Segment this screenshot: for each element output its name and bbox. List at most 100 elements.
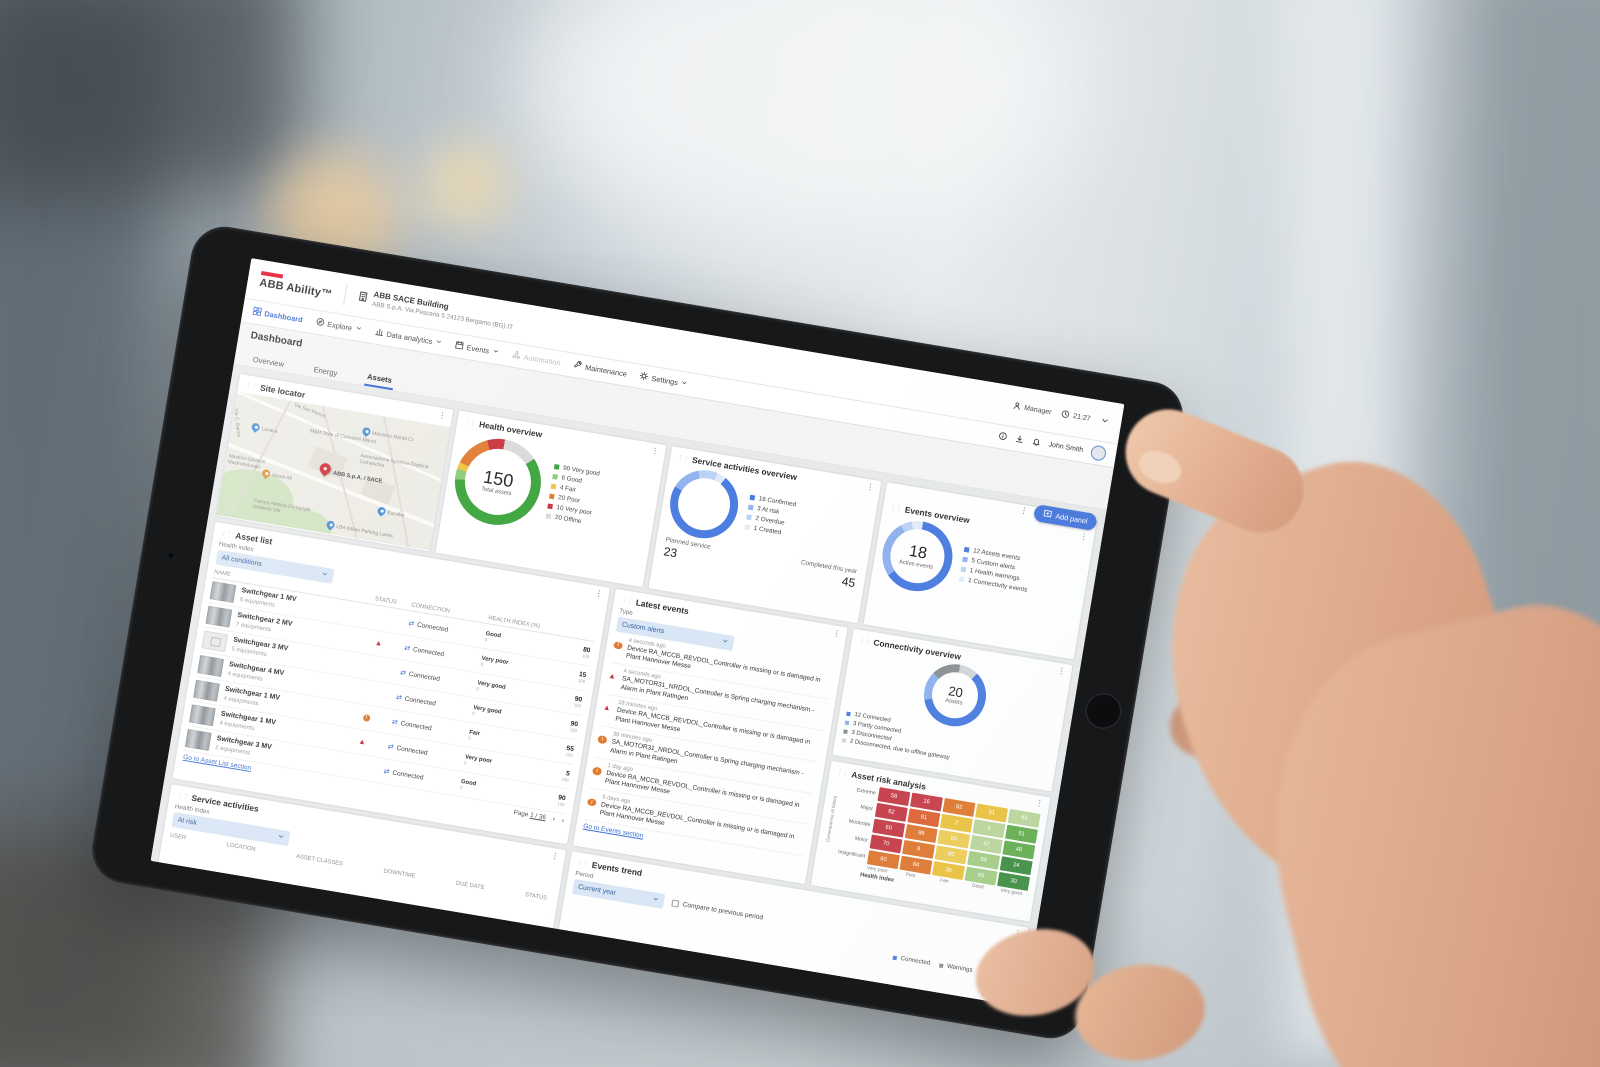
event-severity-icon: [601, 704, 613, 723]
nav-item-automation[interactable]: Automation: [511, 350, 562, 369]
event-severity-icon: [592, 766, 603, 776]
previous-page-arrow[interactable]: ‹: [552, 815, 556, 823]
chevron-down-icon: [491, 347, 499, 357]
hand-forearm: [1228, 577, 1600, 1067]
kebab-menu-icon[interactable]: ⋮: [1056, 665, 1067, 677]
notifications-bell-icon[interactable]: [1031, 437, 1042, 449]
panel-health-overview: ⋮⋮ Health overview ⋮ 150 Total assets: [435, 410, 667, 588]
kebab-menu-icon[interactable]: ⋮: [650, 445, 660, 457]
asset-equipment-count: 2 equipments: [214, 744, 251, 757]
chevron-down-icon[interactable]: [1099, 415, 1110, 427]
legend-swatch: [981, 969, 986, 975]
kebab-menu-icon[interactable]: ⋮: [1079, 531, 1089, 542]
header-right: Manager 21:27: [1011, 400, 1110, 427]
drag-handle-icon[interactable]: ⋮⋮: [858, 636, 871, 646]
drag-handle-icon[interactable]: ⋮⋮: [889, 504, 902, 513]
legend-swatch: [744, 523, 751, 530]
nav-item-explore[interactable]: Explore: [315, 317, 363, 336]
service-legend: 16 Confirmed 3 At risk 2 Overdue 1 Created: [744, 493, 797, 537]
nav-item-dashboard[interactable]: Dashboard: [252, 306, 304, 325]
legend-swatch: [963, 546, 970, 553]
drag-handle-icon[interactable]: ⋮⋮: [836, 768, 849, 778]
drag-handle-icon[interactable]: ⋮⋮: [676, 454, 689, 463]
kebab-menu-icon[interactable]: ⋮: [831, 628, 842, 639]
legend-swatch: [846, 711, 851, 717]
connection-arrows-icon: ⇄: [407, 619, 415, 628]
legend-swatch: [841, 738, 847, 743]
asset-status-icon: [362, 713, 371, 722]
user-name[interactable]: John Smith: [1048, 441, 1084, 455]
hand-fingertip: [1069, 956, 1211, 1067]
kebab-menu-icon[interactable]: ⋮: [865, 481, 875, 493]
latest-events-list: 4 seconds ago Device RA_MCCB_REVDOL_Cont…: [584, 631, 834, 857]
legend-swatch: [545, 512, 552, 519]
nav-item-settings[interactable]: Settings: [639, 371, 689, 390]
drag-handle-icon[interactable]: ⋮⋮: [620, 596, 633, 606]
download-icon[interactable]: [1014, 434, 1025, 446]
tablet-camera: [166, 550, 175, 559]
add-panel-icon: [1042, 508, 1053, 520]
chevron-down-icon: [721, 637, 729, 647]
avatar[interactable]: [1089, 444, 1108, 462]
hand-palm: [1121, 429, 1569, 941]
connection-status: Connected: [408, 670, 441, 683]
legend-swatch: [749, 494, 756, 500]
hand-finger-behind: [1167, 693, 1303, 767]
kebab-menu-icon[interactable]: ⋮: [1019, 505, 1029, 516]
legend-swatch: [746, 513, 752, 520]
legend-swatch: [843, 729, 848, 734]
kebab-menu-icon[interactable]: ⋮: [1012, 928, 1023, 939]
map-pin[interactable]: [250, 421, 262, 433]
events-icon: [454, 340, 465, 352]
legend-swatch: [960, 566, 967, 572]
connection-arrows-icon: ⇄: [387, 742, 395, 751]
nav-item-maintenance[interactable]: Maintenance: [572, 360, 628, 380]
map-label: Associazione Sportiva Doppica Comaschia: [358, 452, 429, 471]
next-page-arrow[interactable]: ›: [561, 817, 565, 825]
background-window-edge: [1470, 0, 1600, 1060]
automation-icon: [511, 350, 522, 362]
risk-row-label: Insignificant: [837, 849, 866, 860]
events-overview-legend: 12 Assets events 5 Custom alerts 1 Health …: [958, 545, 1033, 593]
right-panel-column: ⋮⋮ Connectivity overview ⋮ 20 Assets: [810, 628, 1073, 922]
legend-swatch: [747, 504, 754, 510]
asset-thumbnail: [184, 729, 212, 751]
kebab-menu-icon[interactable]: ⋮: [594, 588, 604, 599]
connection-arrows-icon: ⇄: [403, 644, 411, 653]
info-icon[interactable]: [997, 431, 1008, 443]
asset-status-icon: [358, 738, 367, 747]
chevron-down-icon: [435, 338, 443, 348]
map-pin[interactable]: [360, 425, 373, 438]
nav-item-events[interactable]: Events: [454, 340, 500, 358]
legend-swatch: [550, 483, 557, 490]
asset-status-icon: [374, 639, 383, 648]
event-severity-icon: [586, 797, 597, 807]
kebab-menu-icon[interactable]: ⋮: [437, 410, 447, 421]
asset-thumbnail: [205, 605, 233, 628]
drag-handle-icon[interactable]: ⋮⋮: [576, 859, 589, 868]
drag-handle-icon[interactable]: ⋮⋮: [463, 418, 476, 428]
legend-swatch: [962, 556, 968, 562]
asset-equipment-count: 5 equipments: [231, 646, 268, 659]
drag-handle-icon[interactable]: ⋮⋮: [244, 381, 257, 391]
kebab-menu-icon[interactable]: ⋮: [550, 850, 560, 862]
connection-arrows-icon: ⇄: [383, 767, 391, 776]
asset-thumbnail: [209, 581, 237, 603]
tablet-home-button[interactable]: [1082, 689, 1125, 732]
background-wall: [0, 0, 160, 1067]
events-donut-chart: 18 Active events: [877, 515, 958, 597]
time-chip[interactable]: 21:27: [1060, 409, 1091, 425]
map-label: Massimo Mohel Cr: [371, 430, 414, 444]
drag-handle-icon[interactable]: ⋮⋮: [220, 529, 233, 539]
compare-checkbox[interactable]: [671, 899, 680, 908]
connectivity-donut-chart: 20 Assets: [919, 659, 991, 731]
divider: [342, 283, 348, 305]
connection-status: Connected: [395, 744, 429, 757]
role-chip[interactable]: Manager: [1011, 400, 1052, 417]
event-severity-icon: [606, 672, 618, 691]
kebab-menu-icon[interactable]: ⋮: [1034, 798, 1045, 809]
drag-handle-icon[interactable]: ⋮⋮: [176, 792, 189, 801]
legend-swatch: [844, 720, 850, 726]
chevron-down-icon: [354, 324, 362, 334]
